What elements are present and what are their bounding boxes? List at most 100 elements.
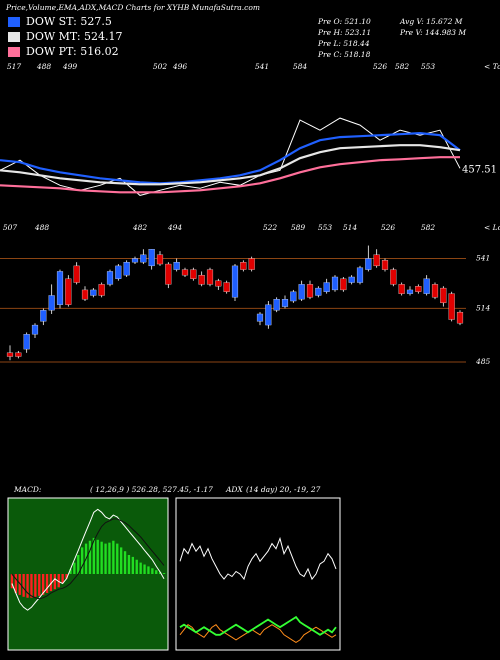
macd-histogram-bar [73, 562, 76, 574]
adx-line [179, 536, 337, 581]
low-label: 514 [343, 223, 358, 232]
candle-body [423, 278, 430, 294]
macd-histogram-bar [92, 537, 96, 574]
candle-body [256, 313, 264, 322]
low-label: 507 [3, 223, 18, 232]
candle-body [298, 284, 305, 300]
candle-body [315, 287, 322, 296]
low-label: 488 [34, 223, 50, 232]
top-label: 502 [153, 62, 168, 71]
macd-histogram-bar [143, 564, 146, 574]
candle-body [106, 271, 114, 285]
candle-body [306, 284, 314, 298]
macd-histogram-bar [123, 551, 127, 574]
lows-label: < Lows [484, 223, 500, 232]
macd-histogram-bar [135, 559, 138, 574]
macd-histogram-bar [14, 574, 18, 593]
level-label: 541 [476, 253, 490, 262]
last-value: 457.51 [462, 164, 497, 175]
macd-histogram-bar [10, 574, 14, 589]
candle-body [148, 249, 155, 267]
candle-body [6, 352, 14, 357]
macd-histogram-bar [116, 543, 119, 574]
macd-histogram-bar [34, 574, 37, 597]
macd-histogram-bar [151, 568, 154, 574]
macd-histogram-bar [57, 574, 60, 588]
macd-histogram-bar [104, 543, 107, 574]
candle-body [415, 286, 422, 292]
low-label: 526 [381, 223, 396, 232]
legend-swatch [8, 17, 20, 27]
legend-label: DOW PT: 516.02 [26, 45, 119, 58]
price-line [0, 156, 460, 194]
candle-body [198, 274, 205, 285]
candle-body [348, 276, 355, 283]
candle-body [173, 262, 180, 270]
candle-body [281, 299, 289, 307]
candle-body [240, 262, 247, 270]
adx-panel [175, 497, 341, 651]
macd-line [11, 518, 165, 600]
stat-text: Pre V: 144.983 M [399, 28, 466, 37]
candle-body [365, 258, 372, 270]
macd-histogram-bar [162, 573, 166, 574]
legend-swatch [8, 47, 20, 57]
candle-body [448, 293, 455, 320]
macd-histogram-bar [88, 540, 92, 574]
candle-body [398, 284, 405, 294]
macd-histogram-bar [80, 547, 84, 574]
price-line [0, 131, 461, 185]
low-label: 582 [421, 223, 436, 232]
candle-body [373, 254, 380, 267]
adx-title: ADX [225, 485, 243, 494]
candle-body [131, 258, 139, 263]
candle-body [31, 324, 39, 335]
macd-histogram-bar [49, 574, 53, 592]
macd-histogram-bar [38, 574, 41, 596]
candle-body [440, 287, 447, 304]
candle-body [23, 334, 30, 350]
top-label: 584 [293, 62, 308, 71]
legend-swatch [8, 32, 20, 42]
candle-body [65, 278, 72, 305]
top-label: 499 [62, 62, 78, 71]
candle-body [331, 276, 339, 291]
candle-body [15, 352, 22, 357]
macd-line [11, 508, 165, 611]
low-label: 482 [132, 223, 148, 232]
macd-histogram-bar [100, 541, 103, 574]
candle-body [90, 289, 97, 296]
macd-histogram-bar [96, 539, 99, 574]
low-label: 522 [263, 223, 278, 232]
candle-body [140, 254, 147, 263]
candle-body [206, 269, 214, 285]
candle-body [231, 265, 239, 298]
candle-body [215, 280, 222, 287]
low-label: 494 [167, 223, 183, 232]
stat-text: Avg V: 15.672 M [399, 17, 463, 26]
macd-histogram-bar [65, 574, 68, 579]
stat-text: Pre C: 518.18 [317, 50, 371, 59]
tops-label: < Tops [484, 62, 500, 71]
macd-histogram-bar [147, 566, 150, 574]
price-line [0, 144, 461, 186]
level-label: 514 [476, 303, 491, 312]
low-label: 553 [318, 223, 333, 232]
top-label: 526 [373, 62, 388, 71]
candle-body [248, 258, 255, 270]
candle-body [98, 284, 105, 296]
candle-body [340, 278, 347, 291]
macd-histogram-bar [53, 574, 57, 590]
stat-text: Pre H: 523.11 [317, 28, 371, 37]
candle-body [123, 262, 130, 276]
candle-body [56, 271, 64, 305]
top-label: 541 [255, 62, 269, 71]
macd-histogram-bar [158, 572, 162, 574]
macd-histogram-bar [155, 570, 158, 574]
candle-body [323, 282, 330, 292]
candle-body [40, 310, 47, 322]
candle-body [456, 311, 464, 324]
candle-body [165, 263, 172, 285]
candle-body [48, 295, 55, 311]
